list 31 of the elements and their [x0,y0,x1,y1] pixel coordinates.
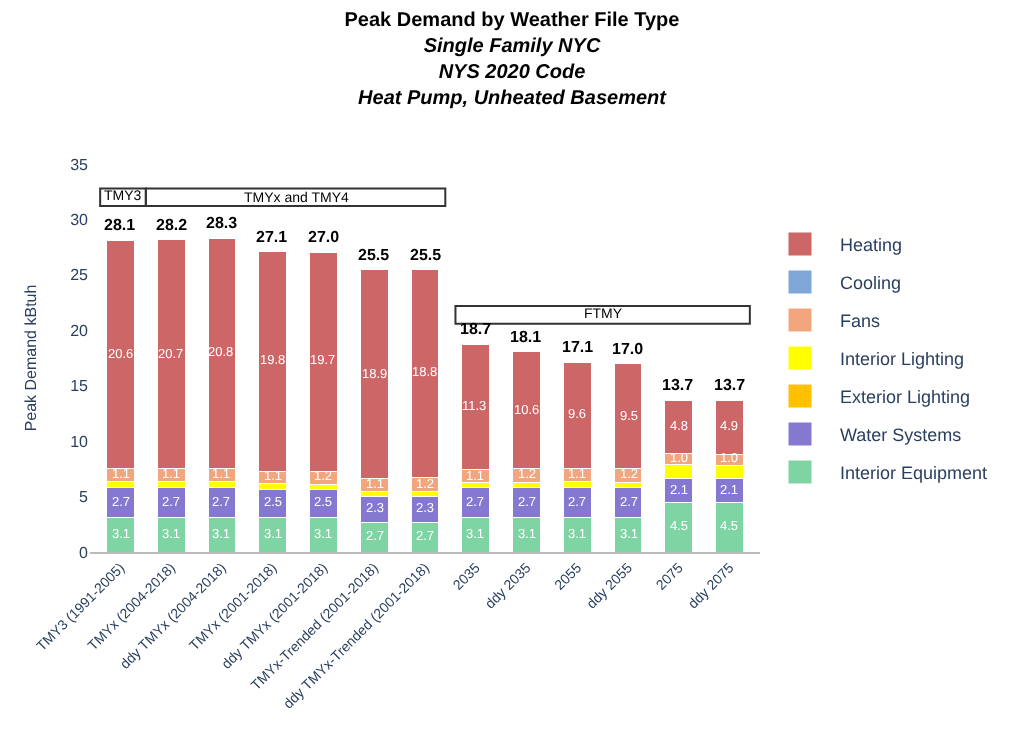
legend-label: Fans [840,311,882,332]
total-label: 13.7 [714,376,747,394]
legend-label: Heating [840,235,903,256]
y-tick-label: 5 [79,488,90,507]
y-tick-label: 0 [79,543,90,562]
total-label: 17.0 [612,340,645,358]
y-tick-label: 15 [70,377,90,396]
legend-label: Interior Lighting [840,349,965,370]
legend-label: Water Systems [840,425,963,446]
total-label: 28.3 [206,214,239,232]
y-tick-label: 30 [70,211,90,230]
total-label: 27.0 [308,228,341,246]
chart-title: Peak Demand by Weather File Type [344,9,681,32]
y-axis-title: Peak Demand kBtuh [21,284,40,432]
y-tick-label: 25 [70,266,90,285]
total-label: 28.2 [156,216,189,234]
total-label: 13.7 [662,376,695,394]
total-label: 28.1 [104,216,137,234]
legend-label: Interior Equipment [840,463,989,484]
legend-label: Cooling [840,273,902,294]
y-tick-label: 10 [70,432,90,451]
total-label: 18.7 [460,320,493,338]
total-label: 27.1 [256,228,289,246]
total-label: 25.5 [410,246,443,264]
y-tick-label: 35 [70,155,90,174]
total-label: 25.5 [358,246,391,264]
total-label: 17.1 [562,338,595,356]
total-label: 18.1 [510,328,543,346]
legend-label: Exterior Lighting [840,387,971,408]
chart-subtitle: Single Family NYC NYS 2020 Code Heat Pump, Unheated Basement [358,35,668,110]
y-tick-label: 20 [70,321,90,340]
